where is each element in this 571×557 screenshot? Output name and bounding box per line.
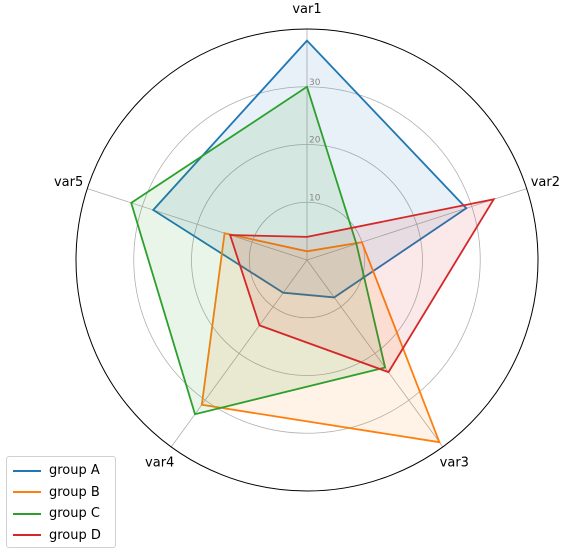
- series-fill-group-a: [153, 40, 467, 298]
- legend-swatch: [13, 534, 41, 537]
- series-fill-group-b: [201, 233, 440, 443]
- legend-label: group B: [49, 484, 100, 500]
- radar-labels: 10 20 30 var1 var2 var3 var4 var5: [54, 2, 560, 470]
- series-fill-group-d: [230, 199, 494, 373]
- grid-spoke: [306, 259, 444, 448]
- radial-tick-label: 10: [309, 193, 321, 203]
- outer-frame: [75, 28, 539, 492]
- legend-label: group A: [49, 463, 100, 479]
- radar-series: [130, 39, 496, 444]
- radar-grid: [75, 28, 539, 492]
- category-label-var1: var1: [292, 2, 321, 17]
- category-label-var2: var2: [531, 175, 560, 190]
- category-label-var5: var5: [54, 175, 83, 190]
- series-line-group-b: [200, 232, 441, 444]
- grid-spoke: [170, 259, 308, 448]
- radial-tick-label: 20: [309, 136, 321, 146]
- series-fill-group-c: [131, 86, 386, 415]
- legend-label: group C: [49, 506, 100, 522]
- legend-swatch: [13, 469, 41, 472]
- series-line-group-c: [130, 85, 387, 416]
- legend: group A group B group C group D: [6, 456, 116, 548]
- radial-tick-label: 30: [309, 78, 321, 88]
- legend-swatch: [13, 491, 41, 494]
- legend-label: group D: [49, 527, 101, 543]
- legend-item-group-c: group C: [13, 503, 109, 525]
- series-line-group-a: [151, 39, 468, 299]
- category-label-var3: var3: [440, 455, 469, 470]
- legend-swatch: [13, 512, 41, 515]
- legend-item-group-b: group B: [13, 482, 109, 504]
- grid-spoke: [87, 188, 308, 261]
- category-label-var4: var4: [145, 455, 174, 470]
- series-line-group-d: [228, 198, 496, 374]
- legend-item-group-d: group D: [13, 525, 109, 547]
- legend-item-group-a: group A: [13, 460, 109, 482]
